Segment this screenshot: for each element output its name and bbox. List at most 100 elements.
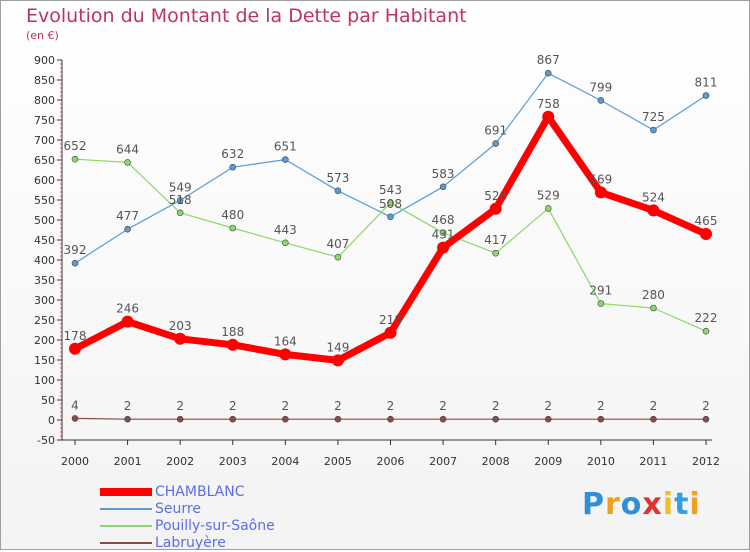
data-point bbox=[544, 205, 552, 212]
data-point bbox=[334, 415, 342, 423]
data-point bbox=[597, 415, 605, 423]
data-label: 203 bbox=[169, 319, 192, 333]
data-label: 222 bbox=[695, 311, 718, 325]
data-label: 2 bbox=[702, 399, 710, 413]
x-tick-label: 2010 bbox=[587, 455, 615, 468]
legend-swatch-chamblanc bbox=[100, 488, 152, 496]
y-tick-label: 100 bbox=[34, 374, 55, 387]
data-label: 218 bbox=[379, 313, 402, 327]
data-label: 583 bbox=[432, 167, 455, 181]
data-point bbox=[229, 163, 237, 171]
legend-label-pouilly: Pouilly-sur-Saône bbox=[155, 518, 275, 534]
y-tick-label: 450 bbox=[34, 234, 55, 247]
data-label: 407 bbox=[326, 237, 349, 251]
data-label: 417 bbox=[484, 233, 507, 247]
y-tick-label: 250 bbox=[34, 314, 55, 327]
x-tick-label: 2004 bbox=[271, 455, 299, 468]
y-tick-label: 350 bbox=[34, 274, 55, 287]
y-tick-label: 0 bbox=[48, 414, 55, 427]
data-label: 4 bbox=[71, 398, 79, 412]
data-label: 178 bbox=[64, 329, 87, 343]
data-point bbox=[282, 156, 289, 163]
y-tick-label: 550 bbox=[34, 194, 55, 207]
data-point bbox=[124, 415, 131, 423]
y-tick-label: 850 bbox=[34, 74, 55, 87]
series-line bbox=[74, 72, 707, 264]
data-label: 280 bbox=[642, 288, 665, 302]
data-label: 528 bbox=[484, 189, 507, 203]
data-point bbox=[279, 348, 292, 361]
data-point bbox=[492, 249, 499, 257]
y-tick-label: 900 bbox=[34, 54, 55, 67]
data-point bbox=[544, 69, 552, 77]
data-point bbox=[334, 253, 342, 261]
data-point bbox=[489, 202, 502, 215]
data-label: 2 bbox=[650, 399, 658, 413]
x-tick-label: 2006 bbox=[377, 455, 405, 468]
data-label: 799 bbox=[589, 80, 612, 94]
data-label: 2 bbox=[597, 399, 605, 413]
data-label: 2 bbox=[544, 399, 552, 413]
y-tick-label: 50 bbox=[41, 394, 55, 407]
data-point bbox=[492, 140, 499, 147]
legend-label-seurre: Seurre bbox=[155, 501, 201, 517]
legend-swatch-labruyere bbox=[100, 542, 152, 544]
y-tick-label: 800 bbox=[34, 94, 55, 107]
y-tick-label: 600 bbox=[34, 174, 55, 187]
x-tick-label: 2008 bbox=[482, 455, 510, 468]
data-label: 480 bbox=[221, 208, 244, 222]
data-point bbox=[702, 92, 710, 99]
data-point bbox=[597, 300, 605, 307]
data-label: 2 bbox=[387, 399, 395, 413]
x-tick-label: 2012 bbox=[692, 455, 720, 468]
data-point bbox=[702, 327, 710, 335]
data-label: 867 bbox=[537, 53, 560, 67]
x-tick-label: 2001 bbox=[114, 455, 142, 468]
data-label: 392 bbox=[64, 243, 87, 257]
data-point bbox=[121, 315, 134, 328]
data-label: 164 bbox=[274, 334, 297, 348]
data-label: 291 bbox=[589, 284, 612, 298]
data-point bbox=[387, 415, 394, 423]
proxiti-logo: Proxiti bbox=[582, 487, 701, 522]
data-point bbox=[124, 225, 131, 233]
data-label: 188 bbox=[221, 325, 244, 339]
data-point bbox=[702, 415, 710, 423]
data-point bbox=[384, 326, 397, 339]
data-label: 246 bbox=[116, 302, 139, 316]
data-label: 811 bbox=[695, 76, 718, 90]
y-tick-label: 650 bbox=[34, 154, 55, 167]
y-tick-label: 400 bbox=[34, 254, 55, 267]
y-tick-label: 500 bbox=[34, 214, 55, 227]
data-point bbox=[282, 239, 289, 247]
data-point bbox=[176, 415, 184, 423]
data-point bbox=[69, 342, 81, 355]
data-point bbox=[437, 241, 450, 254]
data-point bbox=[229, 415, 237, 423]
data-label: 2 bbox=[492, 399, 500, 413]
data-label: 2 bbox=[124, 399, 132, 413]
data-point bbox=[71, 259, 79, 267]
data-point bbox=[282, 415, 289, 423]
y-tick-label: -50 bbox=[37, 434, 55, 447]
data-point bbox=[226, 338, 239, 351]
data-point bbox=[387, 213, 394, 221]
data-label: 2 bbox=[439, 399, 447, 413]
data-label: 573 bbox=[326, 171, 349, 185]
data-label: 2 bbox=[229, 399, 237, 413]
y-tick-label: 750 bbox=[34, 114, 55, 127]
data-label: 465 bbox=[695, 214, 718, 228]
x-tick-label: 2000 bbox=[61, 455, 89, 468]
data-label: 549 bbox=[169, 180, 192, 194]
data-point bbox=[542, 110, 555, 123]
x-tick-label: 2005 bbox=[324, 455, 352, 468]
y-tick-label: 300 bbox=[34, 294, 55, 307]
chart-title: Evolution du Montant de la Dette par Hab… bbox=[26, 5, 467, 27]
data-point bbox=[439, 415, 447, 423]
data-label: 725 bbox=[642, 110, 665, 124]
data-point bbox=[650, 304, 657, 312]
legend-label-chamblanc: CHAMBLANC bbox=[155, 484, 245, 500]
data-point bbox=[334, 187, 342, 195]
